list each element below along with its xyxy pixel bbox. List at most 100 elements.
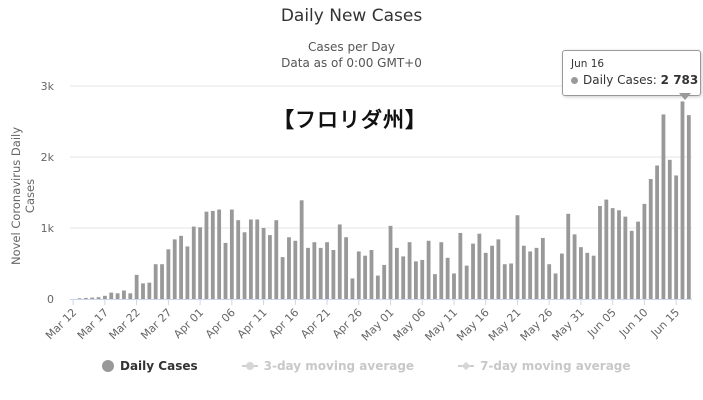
- bar[interactable]: [293, 240, 298, 299]
- bar[interactable]: [388, 225, 393, 299]
- bar[interactable]: [642, 203, 647, 299]
- bar[interactable]: [160, 264, 164, 299]
- bar[interactable]: [585, 252, 590, 299]
- bar[interactable]: [661, 114, 666, 300]
- bar[interactable]: [331, 250, 336, 299]
- bar[interactable]: [521, 245, 526, 299]
- bar[interactable]: [375, 275, 380, 299]
- bar[interactable]: [629, 230, 634, 299]
- bar[interactable]: [134, 274, 139, 299]
- bar[interactable]: [318, 247, 323, 299]
- bar[interactable]: [579, 247, 583, 299]
- bar[interactable]: [147, 282, 152, 299]
- bar[interactable]: [623, 216, 628, 299]
- bar[interactable]: [439, 242, 444, 299]
- bar[interactable]: [674, 175, 679, 299]
- bar[interactable]: [325, 242, 329, 299]
- bar[interactable]: [648, 179, 653, 299]
- bar[interactable]: [458, 232, 463, 299]
- bar[interactable]: [502, 264, 507, 299]
- bar[interactable]: [312, 242, 317, 299]
- bar[interactable]: [477, 233, 482, 299]
- bar[interactable]: [604, 199, 609, 299]
- bar[interactable]: [185, 246, 190, 299]
- bar[interactable]: [667, 159, 672, 299]
- bar[interactable]: [445, 257, 450, 299]
- bar[interactable]: [591, 255, 596, 299]
- bar[interactable]: [471, 243, 475, 299]
- bar[interactable]: [255, 219, 260, 299]
- bar[interactable]: [680, 101, 685, 299]
- legend-item-daily-cases[interactable]: Daily Cases: [102, 359, 198, 373]
- bar[interactable]: [287, 237, 291, 299]
- bar[interactable]: [566, 213, 571, 299]
- bar[interactable]: [223, 242, 228, 299]
- bar[interactable]: [572, 234, 577, 299]
- bar[interactable]: [598, 205, 602, 299]
- bar[interactable]: [172, 239, 177, 299]
- bar[interactable]: [337, 224, 342, 299]
- bar[interactable]: [528, 251, 533, 299]
- bar[interactable]: [363, 255, 368, 299]
- bar[interactable]: [83, 297, 88, 299]
- bar[interactable]: [166, 249, 171, 299]
- bar[interactable]: [77, 298, 82, 299]
- bar[interactable]: [401, 256, 406, 299]
- bar[interactable]: [553, 273, 558, 299]
- bar[interactable]: [280, 257, 285, 299]
- bar[interactable]: [210, 210, 215, 299]
- bar[interactable]: [610, 208, 615, 299]
- bar[interactable]: [636, 221, 640, 299]
- bar[interactable]: [452, 273, 456, 299]
- bar[interactable]: [141, 283, 145, 299]
- bar[interactable]: [191, 226, 196, 299]
- bar[interactable]: [515, 215, 520, 299]
- bar[interactable]: [426, 240, 431, 299]
- bar[interactable]: [509, 263, 514, 300]
- legend-item-7-day-average[interactable]: 7-day moving average: [458, 359, 631, 373]
- bar[interactable]: [540, 237, 545, 299]
- bar[interactable]: [394, 247, 399, 299]
- bar[interactable]: [90, 297, 95, 299]
- bar[interactable]: [229, 209, 234, 299]
- bar[interactable]: [420, 259, 425, 299]
- bar[interactable]: [382, 264, 387, 299]
- bar[interactable]: [299, 200, 304, 299]
- bar[interactable]: [217, 209, 222, 299]
- bar[interactable]: [490, 245, 494, 299]
- bar[interactable]: [433, 274, 437, 299]
- bar[interactable]: [306, 247, 310, 299]
- bar[interactable]: [204, 211, 209, 299]
- bar[interactable]: [655, 165, 659, 299]
- bar[interactable]: [261, 228, 266, 299]
- bar[interactable]: [248, 219, 253, 299]
- bar[interactable]: [153, 264, 158, 299]
- bar[interactable]: [109, 292, 114, 299]
- bar[interactable]: [369, 250, 374, 299]
- bar[interactable]: [96, 297, 101, 299]
- bar[interactable]: [344, 237, 348, 299]
- bar[interactable]: [483, 252, 488, 299]
- bar[interactable]: [268, 235, 272, 299]
- bar[interactable]: [464, 265, 469, 299]
- bar[interactable]: [559, 253, 564, 299]
- bar[interactable]: [198, 227, 203, 299]
- bar[interactable]: [115, 293, 120, 299]
- bar[interactable]: [274, 220, 279, 299]
- bar[interactable]: [496, 239, 501, 299]
- bar[interactable]: [242, 232, 247, 299]
- legend-item-3-day-average[interactable]: 3-day moving average: [241, 359, 414, 373]
- bar[interactable]: [407, 242, 412, 299]
- bar[interactable]: [534, 247, 539, 299]
- bar[interactable]: [617, 210, 621, 299]
- bar[interactable]: [236, 220, 241, 299]
- bar[interactable]: [122, 290, 126, 299]
- bar[interactable]: [414, 261, 418, 299]
- bar[interactable]: [350, 278, 355, 299]
- bar[interactable]: [356, 251, 361, 299]
- bar[interactable]: [686, 115, 691, 299]
- bar[interactable]: [103, 295, 107, 299]
- bar[interactable]: [547, 264, 552, 299]
- bar[interactable]: [179, 235, 183, 299]
- bar[interactable]: [128, 293, 133, 299]
